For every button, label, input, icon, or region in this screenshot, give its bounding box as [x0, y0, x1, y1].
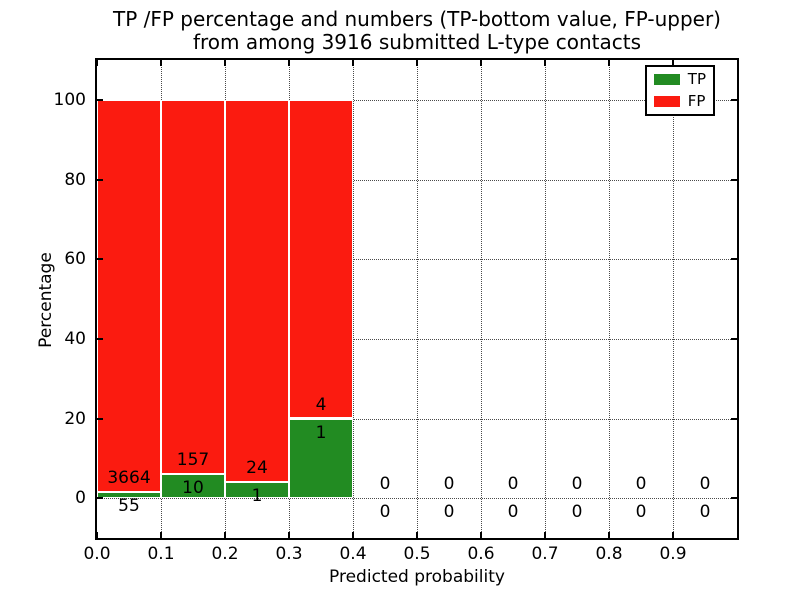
y-axis-label: Percentage	[36, 150, 60, 450]
x-tick-bottom	[224, 532, 226, 538]
y-tick-label: 80	[64, 169, 86, 190]
legend-swatch-tp	[653, 74, 680, 85]
gridline-vertical	[481, 60, 482, 538]
legend-label-tp: TP	[687, 70, 706, 88]
x-tick-label: 0.0	[83, 544, 111, 564]
y-tick-right	[731, 497, 737, 500]
x-tick-bottom	[288, 532, 290, 538]
bar-segment-fp	[289, 99, 353, 419]
x-tick-label: 0.4	[339, 544, 367, 564]
x-tick-bottom	[416, 532, 418, 538]
x-tick-label: 0.1	[147, 544, 175, 564]
tp-count-label: 55	[118, 496, 140, 517]
y-tick-label: 40	[64, 328, 86, 349]
x-tick-top	[416, 60, 418, 66]
fp-count-label: 0	[571, 474, 583, 495]
y-tick-left	[97, 258, 103, 261]
x-tick-bottom	[480, 532, 482, 538]
chart-title-line1: TP /FP percentage and numbers (TP-bottom…	[113, 7, 721, 31]
x-tick-label: 0.2	[211, 544, 239, 564]
x-tick-bottom	[672, 532, 674, 538]
y-tick-label: 0	[75, 488, 86, 509]
fp-count-label: 0	[443, 474, 455, 495]
fp-count-label: 3664	[107, 468, 151, 489]
x-tick-top	[96, 60, 98, 66]
x-tick-label: 0.3	[275, 544, 303, 564]
chart-title: TP /FP percentage and numbers (TP-bottom…	[97, 8, 737, 54]
x-tick-top	[544, 60, 546, 66]
y-tick-right	[731, 178, 737, 181]
tp-count-label: 0	[635, 502, 647, 523]
x-tick-top	[672, 60, 674, 66]
y-tick-label: 60	[64, 249, 86, 270]
plot-area: TP FP 3664 55 157 10 24 1 4 1 0 0 0 0 0 0 0 0 0 0 0 0	[95, 58, 739, 540]
y-tick-right	[731, 258, 737, 261]
y-tick-right	[731, 98, 737, 101]
bar-segment-tp	[225, 482, 289, 499]
x-tick-bottom	[352, 532, 354, 538]
bar-segment-tp	[161, 474, 225, 499]
y-tick-left	[97, 98, 103, 101]
y-tick-right	[731, 337, 737, 340]
tp-count-label: 0	[507, 502, 519, 523]
gridline-vertical	[545, 60, 546, 538]
legend-label-fp: FP	[687, 92, 706, 110]
y-tick-left	[97, 497, 103, 500]
gridline-vertical	[673, 60, 674, 538]
x-tick-bottom	[608, 532, 610, 538]
y-tick-left	[97, 417, 103, 420]
gridline-vertical	[417, 60, 418, 538]
fp-count-label: 4	[315, 394, 327, 415]
bar-segment-fp	[161, 99, 225, 475]
tp-count-label: 0	[699, 502, 711, 523]
x-tick-top	[480, 60, 482, 66]
tp-count-label: 1	[251, 486, 263, 507]
x-tick-top	[288, 60, 290, 66]
x-tick-label: 0.6	[467, 544, 495, 564]
legend-item-fp: FP	[653, 92, 706, 110]
tp-count-label: 0	[571, 502, 583, 523]
y-tick-left	[97, 337, 103, 340]
x-tick-label: 0.5	[403, 544, 431, 564]
x-axis-label: Predicted probability	[329, 567, 505, 587]
x-tick-top	[608, 60, 610, 66]
x-tick-bottom	[96, 532, 98, 538]
fp-count-label: 0	[507, 474, 519, 495]
tp-count-label: 10	[182, 478, 204, 499]
legend-item-tp: TP	[653, 70, 706, 88]
x-tick-label: 0.9	[659, 544, 687, 564]
bar-segment-tp	[289, 418, 353, 499]
tp-count-label: 0	[379, 502, 391, 523]
x-tick-bottom	[544, 532, 546, 538]
y-tick-right	[731, 417, 737, 420]
bar-segment-fp	[97, 99, 161, 493]
legend-swatch-fp	[653, 96, 680, 107]
tp-count-label: 1	[315, 422, 327, 443]
x-tick-top	[160, 60, 162, 66]
tp-count-label: 0	[443, 502, 455, 523]
y-tick-left	[97, 178, 103, 181]
x-tick-label: 0.8	[595, 544, 623, 564]
x-tick-bottom	[160, 532, 162, 538]
legend: TP FP	[644, 65, 715, 116]
fp-count-label: 0	[699, 474, 711, 495]
x-tick-label: 0.7	[531, 544, 559, 564]
y-tick-label: 100	[53, 89, 86, 110]
chart-title-line2: from among 3916 submitted L-type contact…	[192, 30, 642, 54]
fp-count-label: 157	[176, 450, 210, 471]
fp-count-label: 0	[635, 474, 647, 495]
y-tick-label: 20	[64, 408, 86, 429]
x-tick-top	[224, 60, 226, 66]
bar-segment-tp	[97, 492, 161, 499]
gridline-vertical	[353, 60, 354, 538]
gridline-vertical	[609, 60, 610, 538]
x-tick-top	[352, 60, 354, 66]
fp-count-label: 24	[246, 458, 268, 479]
bar-segment-fp	[225, 99, 289, 483]
fp-count-label: 0	[379, 474, 391, 495]
